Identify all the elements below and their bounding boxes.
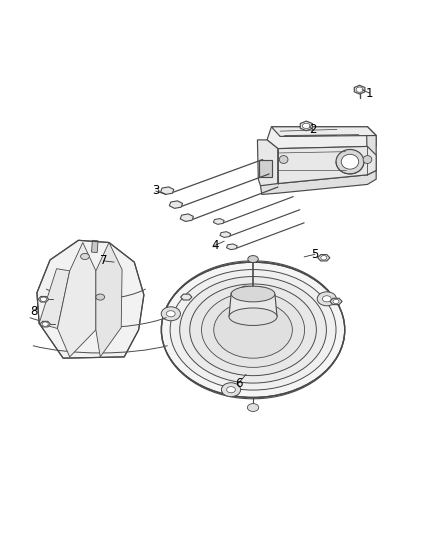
Polygon shape (213, 219, 224, 224)
Text: 4: 4 (211, 239, 219, 252)
Polygon shape (226, 244, 237, 249)
Ellipse shape (96, 294, 105, 300)
Ellipse shape (222, 383, 240, 397)
Ellipse shape (363, 156, 372, 164)
Polygon shape (180, 214, 194, 221)
Ellipse shape (226, 386, 235, 393)
Polygon shape (37, 240, 144, 358)
Polygon shape (278, 147, 376, 183)
Ellipse shape (190, 284, 316, 376)
Ellipse shape (81, 253, 89, 260)
Ellipse shape (336, 149, 364, 174)
Polygon shape (161, 187, 174, 195)
Polygon shape (267, 127, 376, 149)
Text: 8: 8 (30, 304, 37, 318)
Ellipse shape (161, 307, 180, 321)
Polygon shape (180, 294, 192, 300)
Text: 3: 3 (152, 184, 159, 197)
Text: 6: 6 (235, 377, 242, 390)
Ellipse shape (321, 256, 327, 260)
Polygon shape (38, 296, 49, 302)
Polygon shape (272, 127, 376, 136)
Polygon shape (261, 171, 376, 195)
Ellipse shape (333, 299, 339, 304)
Text: 5: 5 (311, 248, 319, 261)
Polygon shape (300, 121, 312, 131)
Text: 2: 2 (309, 123, 317, 136)
Polygon shape (258, 140, 278, 188)
Bar (259, 160, 272, 176)
Polygon shape (39, 269, 70, 328)
Polygon shape (367, 127, 376, 175)
Ellipse shape (341, 154, 359, 169)
Polygon shape (96, 243, 122, 357)
Ellipse shape (201, 292, 304, 367)
Ellipse shape (317, 292, 336, 306)
Ellipse shape (322, 296, 331, 302)
Ellipse shape (247, 403, 259, 411)
Polygon shape (354, 85, 365, 94)
Polygon shape (220, 232, 231, 237)
Ellipse shape (248, 256, 258, 263)
Ellipse shape (356, 87, 363, 92)
Ellipse shape (180, 277, 326, 383)
Polygon shape (170, 201, 183, 208)
Polygon shape (57, 243, 96, 357)
Ellipse shape (170, 270, 336, 390)
Ellipse shape (302, 123, 310, 128)
Polygon shape (40, 321, 50, 327)
Ellipse shape (229, 308, 277, 326)
Ellipse shape (214, 302, 292, 358)
Polygon shape (92, 240, 98, 253)
Ellipse shape (166, 311, 175, 317)
Ellipse shape (42, 322, 48, 326)
Text: 7: 7 (99, 254, 107, 268)
Polygon shape (330, 298, 342, 304)
Ellipse shape (161, 262, 345, 398)
Polygon shape (318, 255, 330, 261)
Text: 1: 1 (366, 87, 373, 100)
Ellipse shape (40, 297, 46, 302)
Ellipse shape (231, 286, 275, 302)
Ellipse shape (279, 156, 288, 164)
Polygon shape (229, 286, 277, 317)
